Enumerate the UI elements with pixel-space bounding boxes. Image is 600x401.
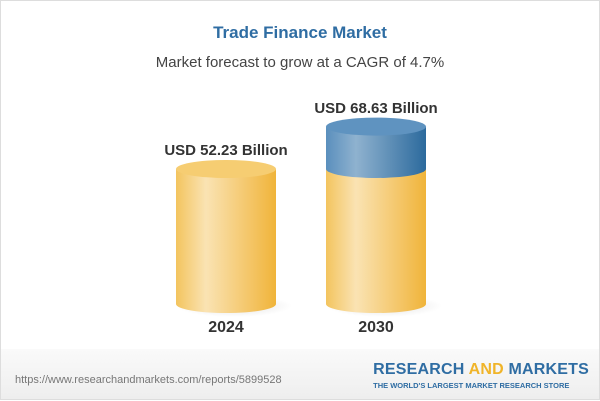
- category-label-2024: 2024: [208, 319, 244, 336]
- logo-tagline: THE WORLD'S LARGEST MARKET RESEARCH STOR…: [373, 381, 570, 390]
- footer: https://www.researchandmarkets.com/repor…: [1, 349, 599, 399]
- data-label-2024: USD 52.23 Billion: [164, 142, 287, 159]
- chart-title: Trade Finance Market: [213, 23, 387, 42]
- bar-2024-base: [176, 168, 276, 313]
- cylinder-top-2024: [176, 159, 276, 178]
- bar-2030-growth: [326, 126, 426, 178]
- category-label-2030: 2030: [358, 319, 394, 336]
- source-url[interactable]: https://www.researchandmarkets.com/repor…: [15, 374, 282, 386]
- research-and-markets-logo: RESEARCH AND MARKETS THE WORLD'S LARGEST…: [373, 361, 589, 390]
- chart-subtitle: Market forecast to grow at a CAGR of 4.7…: [155, 54, 445, 71]
- cylinder-top-2030: [326, 117, 426, 136]
- data-label-2030: USD 68.63 Billion: [314, 100, 437, 117]
- bar-2030-base: [326, 168, 426, 313]
